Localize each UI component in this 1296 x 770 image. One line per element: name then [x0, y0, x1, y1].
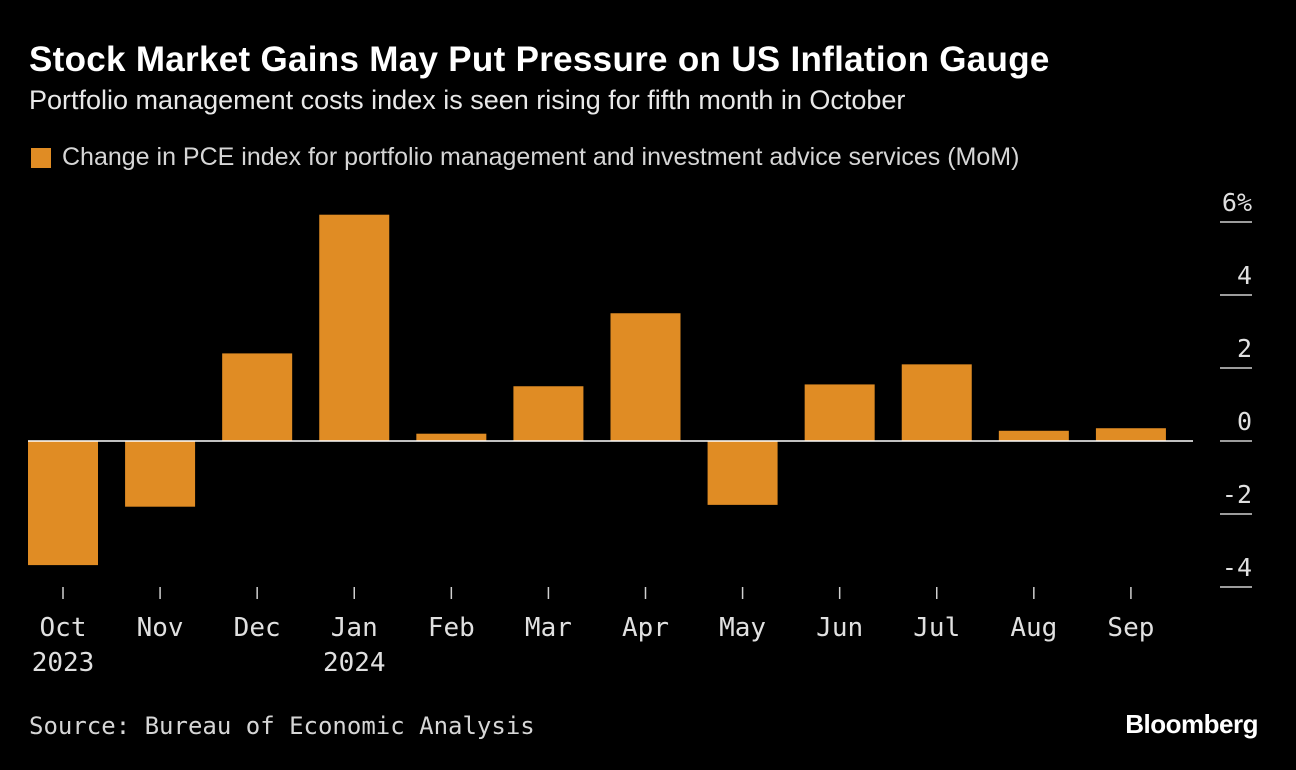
y-tick-label-5: -4 — [1222, 553, 1252, 582]
x-label-may: May — [719, 613, 766, 643]
chart-subtitle: Portfolio management costs index is seen… — [29, 85, 906, 115]
bar-oct — [28, 441, 98, 566]
bar-jan — [319, 214, 390, 441]
bar-dec — [222, 353, 293, 441]
x-label-oct: Oct — [40, 613, 87, 643]
y-tick-label-4: -2 — [1222, 480, 1252, 509]
x-label-jun: Jun — [816, 613, 863, 643]
x-label-feb: Feb — [428, 613, 475, 643]
x-label-apr: Apr — [622, 613, 669, 643]
legend-swatch — [31, 147, 51, 168]
x-label-mar: Mar — [525, 613, 572, 643]
bar-aug — [998, 430, 1069, 441]
x-year-label-2024: 2024 — [323, 648, 386, 678]
bar-apr — [610, 313, 681, 441]
y-tick-label-1: 4 — [1237, 261, 1252, 290]
legend-label: Change in PCE index for portfolio manage… — [62, 143, 1020, 171]
x-label-jul: Jul — [913, 613, 960, 643]
y-tick-label-2: 2 — [1237, 334, 1252, 363]
bar-may — [707, 441, 778, 505]
bloomberg-logo: Bloomberg — [1125, 709, 1258, 739]
bar-feb — [416, 433, 487, 441]
legend: Change in PCE index for portfolio manage… — [31, 143, 1019, 172]
x-label-jan: Jan — [331, 613, 378, 643]
x-label-nov: Nov — [137, 613, 184, 643]
x-label-aug: Aug — [1010, 613, 1057, 643]
bar-mar — [513, 386, 584, 441]
y-tick-label-0: 6% — [1222, 188, 1252, 217]
bar-sep — [1095, 428, 1166, 441]
source-note: Source: Bureau of Economic Analysis — [29, 712, 535, 740]
x-label-sep: Sep — [1107, 613, 1154, 643]
chart-title: Stock Market Gains May Put Pressure on U… — [29, 40, 1050, 79]
bar-nov — [125, 441, 196, 507]
x-label-dec: Dec — [234, 613, 281, 643]
x-year-label-2023: 2023 — [32, 648, 95, 678]
bar-jun — [804, 384, 875, 441]
y-tick-label-3: 0 — [1237, 407, 1252, 436]
bar-jul — [901, 364, 972, 441]
